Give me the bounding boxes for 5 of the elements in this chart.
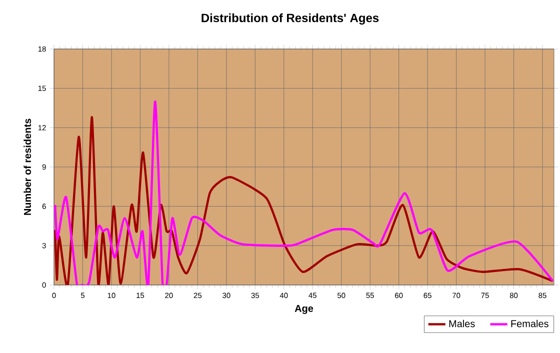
x-axis-title: Age bbox=[294, 304, 314, 314]
legend-label: Males bbox=[449, 320, 475, 328]
y-axis-title: Number of residents bbox=[24, 118, 31, 215]
legend-label: Females bbox=[511, 320, 548, 328]
chart-title: Distribution of Residents' Ages bbox=[202, 13, 379, 25]
